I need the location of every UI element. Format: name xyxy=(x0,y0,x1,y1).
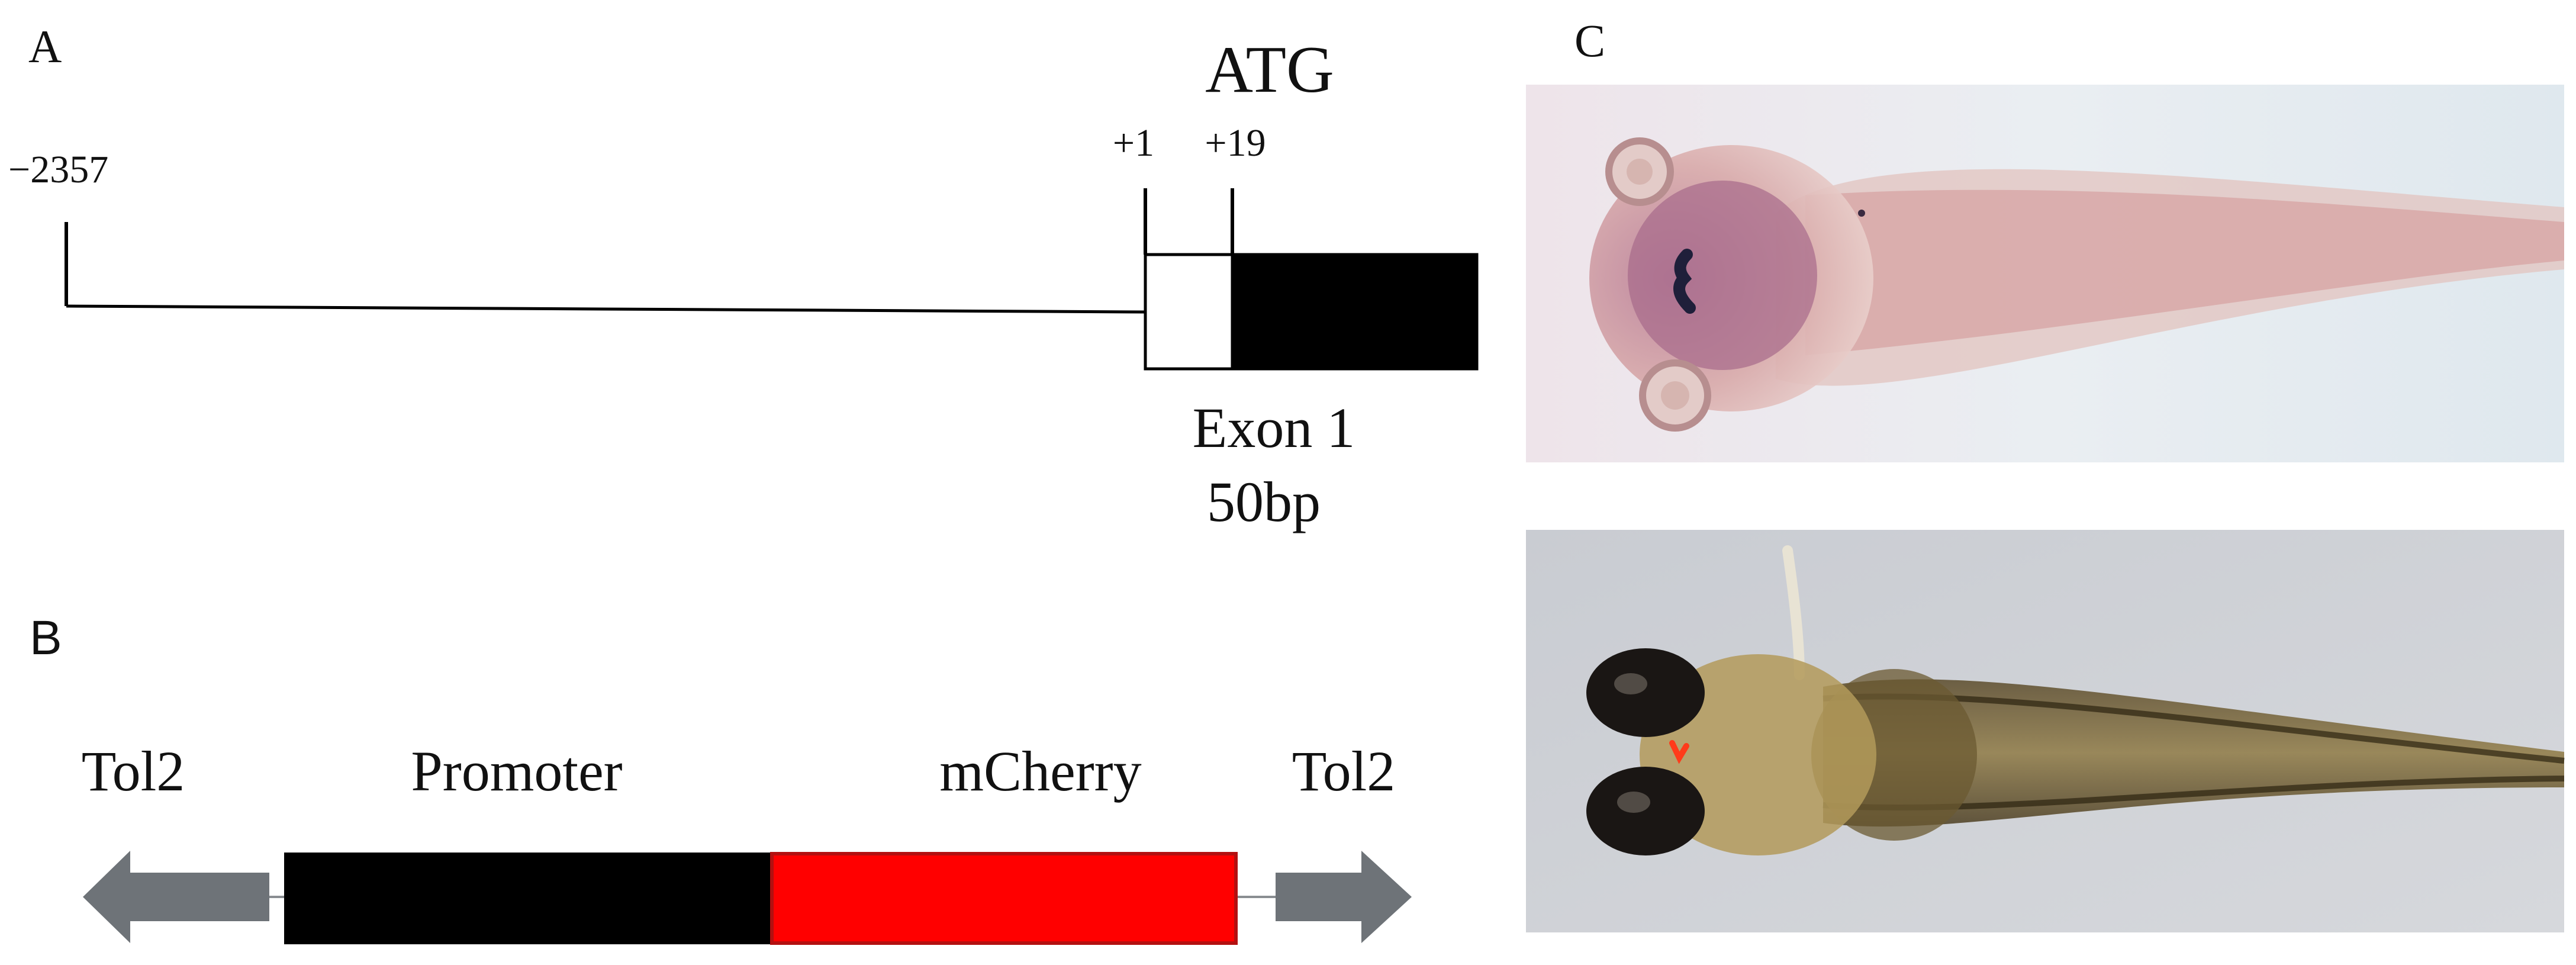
promoter-line xyxy=(66,304,1146,314)
left-tol2-arrow xyxy=(83,851,269,943)
promoter-box xyxy=(284,853,771,944)
right-tol2-arrow xyxy=(1276,851,1412,943)
in-situ-photo xyxy=(1526,85,2564,462)
panel-c: C xyxy=(1526,15,2565,932)
brightfield-photo xyxy=(1526,530,2565,932)
left-tol2-label: Tol2 xyxy=(82,739,185,803)
tss-position-label: +1 xyxy=(1113,121,1154,165)
mcherry-box xyxy=(770,852,1238,945)
panel-a: A −2357 ATG +1 +19 Exon 1 50bp xyxy=(8,21,1479,533)
panel-b: B Tol2 Promoter mCherry Tol2 xyxy=(30,611,1412,945)
atg-label: ATG xyxy=(1205,33,1334,107)
mcherry-label: mCherry xyxy=(939,739,1141,803)
exon1-coding-box xyxy=(1231,253,1479,371)
exon-label: Exon 1 xyxy=(1193,396,1355,459)
exon-size-label: 50bp xyxy=(1207,470,1321,533)
panel-c-label: C xyxy=(1574,15,1605,66)
upstream-position-label: −2357 xyxy=(8,148,108,191)
promoter-label: Promoter xyxy=(411,739,622,803)
panel-b-label: B xyxy=(30,611,62,665)
right-tol2-label: Tol2 xyxy=(1292,739,1396,803)
panel-a-label: A xyxy=(28,21,62,72)
exon1-utr-box xyxy=(1144,253,1234,371)
atg-position-label: +19 xyxy=(1205,121,1266,165)
